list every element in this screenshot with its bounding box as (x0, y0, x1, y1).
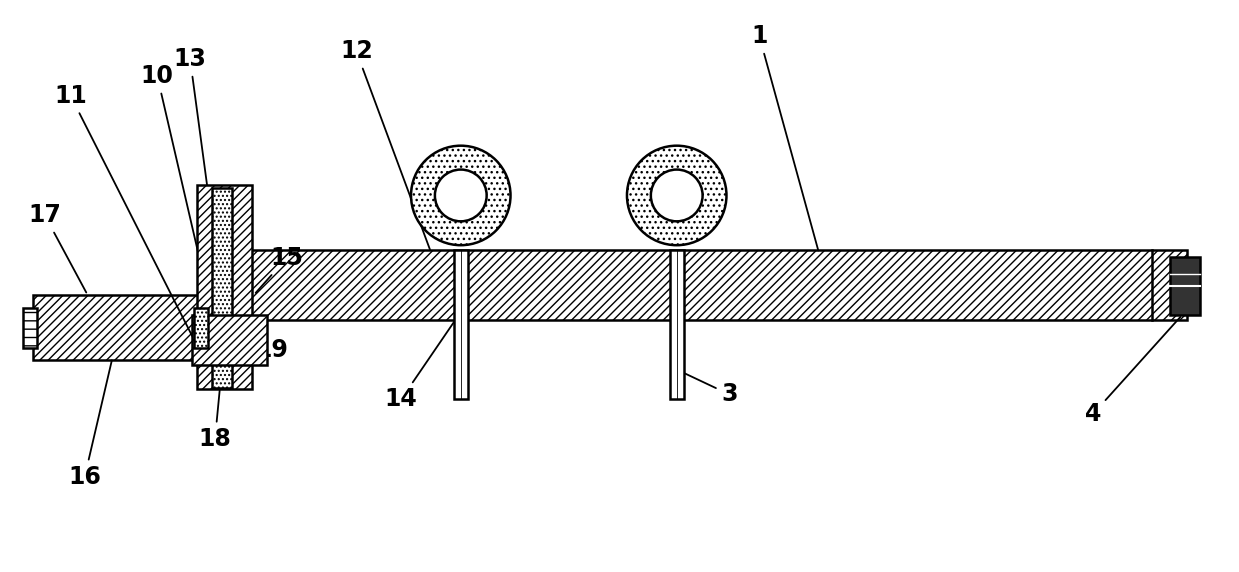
Bar (212, 189, 232, 387)
Bar (202, 250, 1187, 320)
Text: 18: 18 (198, 390, 232, 451)
Text: 13: 13 (173, 47, 229, 352)
Bar (453, 250, 468, 399)
Bar (33, 295, 202, 360)
Circle shape (650, 169, 703, 221)
Text: 12: 12 (339, 39, 430, 249)
Text: 17: 17 (28, 203, 87, 292)
Bar (197, 185, 252, 390)
Text: 16: 16 (68, 360, 112, 489)
Text: 10: 10 (141, 64, 219, 344)
Bar (670, 250, 684, 399)
Text: 3: 3 (679, 371, 737, 407)
Bar (195, 308, 208, 348)
Circle shape (627, 146, 726, 245)
Text: 1: 1 (751, 24, 818, 251)
Text: 15: 15 (255, 246, 304, 293)
Text: 14: 14 (384, 320, 455, 411)
Text: 4: 4 (1084, 317, 1181, 426)
Text: 19: 19 (244, 320, 289, 362)
Bar (192, 315, 266, 364)
Circle shape (435, 169, 487, 221)
Bar (1171, 257, 1201, 315)
Circle shape (411, 146, 510, 245)
Text: 11: 11 (55, 84, 193, 339)
Bar (22, 308, 37, 348)
